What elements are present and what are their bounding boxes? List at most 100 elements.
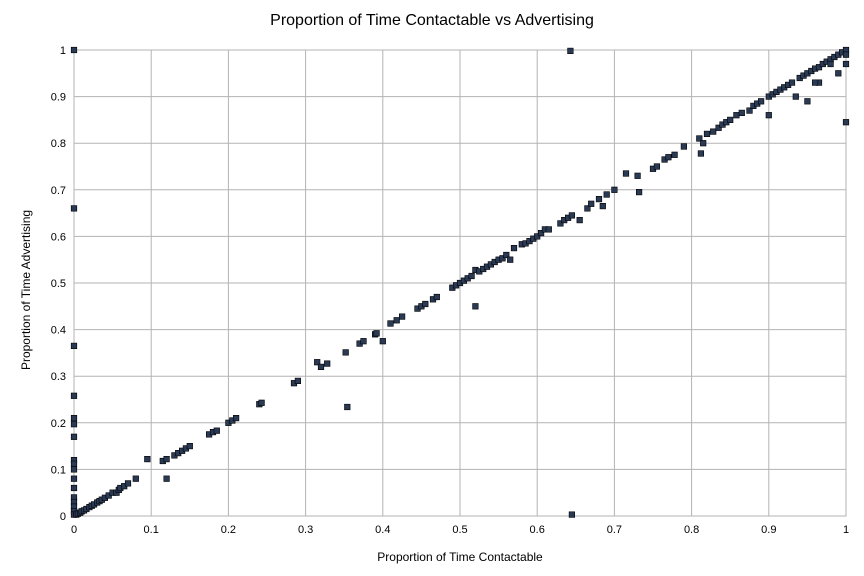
y-tick-label: 0.8	[51, 138, 66, 150]
data-point	[468, 272, 475, 280]
data-point	[815, 64, 823, 71]
data-point	[324, 360, 331, 367]
data-point	[398, 313, 406, 320]
data-point	[697, 150, 704, 157]
data-point	[163, 475, 170, 482]
data-point	[510, 245, 518, 252]
data-point	[294, 377, 302, 385]
data-point	[70, 484, 78, 492]
data-point	[757, 98, 765, 105]
x-tick-label: 0.9	[761, 524, 776, 536]
x-tick-label: 1	[843, 524, 849, 536]
data-point	[746, 107, 753, 114]
data-point	[344, 403, 351, 411]
y-tick-label: 0.3	[51, 371, 66, 383]
plot-area-border	[73, 49, 847, 517]
x-axis-label: Proportion of Time Contactable	[377, 550, 543, 564]
data-point	[70, 392, 78, 399]
x-tick-label: 0.1	[144, 524, 159, 536]
data-point	[472, 303, 479, 310]
data-point	[599, 203, 606, 210]
data-point	[342, 349, 349, 356]
data-point	[842, 51, 850, 58]
data-point	[499, 255, 506, 262]
y-axis-label-text: Proportion of Time Advertising	[19, 209, 33, 371]
data-point	[634, 172, 641, 179]
data-point	[804, 98, 811, 105]
data-point	[827, 60, 834, 68]
tick-labels: 0 0.1 0.2 0.3 0.4 0.5 0.6 0.7 0.8 0.9 1 0 0.1 0.2 0.3 0…	[51, 45, 849, 536]
chart-title: Proportion of Time Contactable vs Advert…	[270, 12, 594, 29]
data-point	[144, 455, 151, 463]
data-point	[132, 475, 139, 482]
data-point	[70, 342, 78, 350]
data-point	[635, 189, 643, 196]
data-point	[792, 93, 799, 100]
x-tick-label: 0	[71, 524, 77, 536]
data-point	[567, 47, 574, 54]
y-tick-label: 0	[60, 511, 66, 523]
data-point	[70, 421, 78, 428]
data-point	[584, 205, 591, 212]
data-point	[653, 163, 660, 170]
data-point	[163, 455, 170, 463]
data-point	[534, 233, 541, 240]
data-point	[124, 480, 132, 487]
data-point	[568, 212, 575, 219]
data-point	[70, 414, 78, 422]
data-point	[842, 60, 850, 68]
y-tick-label: 1	[60, 45, 66, 57]
data-point	[665, 154, 672, 161]
y-tick-label: 0.2	[51, 418, 66, 430]
data-point	[70, 475, 78, 482]
data-point	[595, 196, 603, 203]
data-point	[788, 79, 796, 86]
data-point	[433, 293, 440, 301]
data-point	[317, 363, 325, 371]
data-point	[545, 226, 552, 233]
x-tick-label: 0.7	[607, 524, 622, 536]
x-tick-label: 0.2	[221, 524, 236, 536]
data-point	[70, 460, 78, 467]
y-tick-label: 0.6	[51, 231, 66, 243]
x-tick-label: 0.4	[375, 524, 390, 536]
data-point	[70, 46, 78, 54]
data-point	[710, 128, 717, 135]
data-point	[258, 399, 265, 406]
x-tick-label: 0.6	[530, 524, 545, 536]
data-point	[622, 170, 630, 177]
data-point	[733, 112, 740, 119]
data-point	[503, 251, 510, 259]
data-point	[680, 143, 687, 150]
data-point	[557, 220, 564, 227]
y-tick-label: 0.1	[51, 464, 66, 476]
data-point	[233, 414, 240, 422]
data-point	[70, 205, 78, 212]
data-point	[186, 442, 193, 450]
data-point	[811, 79, 819, 86]
data-point	[568, 511, 575, 518]
data-point	[835, 70, 842, 77]
data-point	[70, 466, 78, 473]
data-point	[715, 124, 722, 131]
x-tick-label: 0.5	[452, 524, 467, 536]
data-point	[70, 433, 78, 440]
y-tick-label: 0.5	[51, 278, 66, 290]
y-tick-label: 0.4	[51, 325, 66, 337]
data-point	[314, 359, 321, 366]
data-point	[696, 135, 703, 142]
data-point	[379, 338, 386, 345]
data-point	[842, 119, 850, 126]
data-point	[507, 256, 514, 263]
data-point	[537, 230, 545, 237]
data-point	[576, 217, 583, 224]
data-point	[603, 191, 610, 198]
x-tick-label: 0.3	[298, 524, 313, 536]
data-point	[671, 151, 678, 158]
data-point	[393, 317, 400, 324]
data-point	[700, 140, 707, 147]
data-points	[70, 46, 850, 518]
data-point	[765, 112, 772, 119]
